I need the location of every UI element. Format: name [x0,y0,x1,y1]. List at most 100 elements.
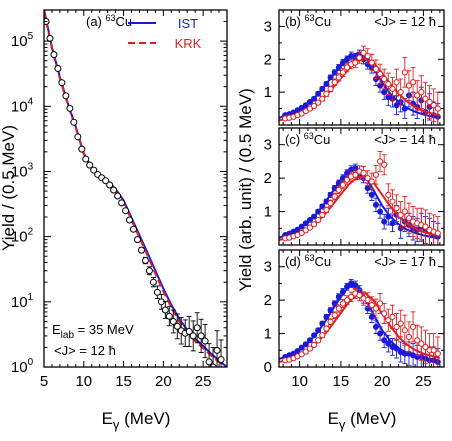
panel-b-krk-data-point [414,92,421,99]
panel-c-krk-data-point [401,208,408,215]
panel-c-spin-annotation: <J> = 14 ħ [374,132,436,147]
panel-c-krk-data-point [343,176,351,183]
panel-b-ist-data-point [319,85,326,92]
panel-d-krk-data-point [331,312,338,319]
panel-a-data-point [145,267,153,275]
panel-b-krk-data-point [356,54,363,61]
right-y-axis-title: Yield (arb. unit) / (0.5 MeV) [236,88,255,291]
panel-a-x-tick-label: 20 [155,373,172,390]
panel-a-data-point [50,51,58,59]
panel-a-y-tick-label: 104 [11,96,34,115]
panel-d-krk-data-point [397,320,404,327]
panel-c-label: (c) 63Cu [285,131,330,147]
panel-b-krk-data-point [368,59,375,66]
panel-b-krk-data-point [393,79,400,86]
panel-d-krk-data-point [343,297,351,304]
panel-a-data-point [153,288,161,296]
panel-d-ist-data-point [377,330,384,337]
y-tick-exponent: 3 [28,161,34,172]
panel-a-data-point [126,216,134,224]
panel-letter: (c) [285,132,304,147]
panel-c-ist-data-point [389,220,396,227]
panel-d-krk-data-point [372,305,380,312]
panel-c-ist-data-point [298,223,305,230]
panel-c-ist-data-point [319,203,326,210]
panel-d-ist-data-point [352,282,359,289]
panel-a-data-point [106,181,114,189]
panel-c-krk-data-point [339,181,347,188]
nucleus-mass: 63 [305,253,315,263]
panel-b-ist-data-point [331,69,338,76]
panel-b-krk-data-point [376,70,384,78]
panel-c-y-tick-label: 1 [264,204,272,221]
y-tick-exponent: 2 [28,227,34,238]
panel-a-data-point [201,337,209,345]
y-tick-exponent: 5 [28,31,34,42]
panel-d-krk-data-point [327,318,334,325]
left-y-axis-title: Yield / (0.5 MeV) [0,125,18,251]
panel-d-krk-data-point [405,333,413,341]
panel-c-krk-data-point [323,206,330,213]
panel-c-ist-data-point [315,208,322,215]
panel-a-data-point [173,322,181,330]
data-layer [44,10,441,367]
panel-c-krk-data-point [360,170,367,177]
panel-d-krk-data-point [385,317,392,324]
panel-a-x-tick-label: 15 [115,373,132,390]
panel-d-krk-data-point [389,313,396,320]
panel-c-krk-data-point [319,211,326,219]
panel-b-krk-data-point [430,102,437,109]
y-tick-base: 10 [11,229,28,246]
panel-a-y-tick-label: 100 [11,357,34,376]
panel-b-krk-data-point [339,69,347,76]
panel-d-ist-data-point [298,344,305,351]
elab-value: = 35 MeV [74,322,134,337]
panel-b-y-tick-label: 1 [264,84,272,101]
nucleus-symbol: Cu [315,14,332,29]
panel-b-krk-data-point [401,69,408,76]
nucleus-symbol: Cu [116,14,133,29]
panel-d-x-tick-label: 25 [415,373,432,390]
panel-d-krk-data-point [409,323,417,330]
panel-a-x-tick-label: 10 [75,373,92,390]
panel-c-krk-data-point [393,205,400,212]
y-tick-exponent: 0 [28,357,34,368]
panel-d-krk-data-point [315,337,322,344]
panel-c-ist-data-point [381,218,388,225]
panel-a-data-point [54,64,62,72]
panel-b-krk-data-point [327,85,334,92]
panel-c-krk-data-point [306,224,314,231]
panel-a-data-point [86,161,94,169]
panel-c-krk-data-point [310,221,318,228]
panel-a-data-point [90,166,98,174]
panel-a-y-tick-label: 102 [11,227,34,246]
panel-c-krk-data-point [381,161,388,168]
panel-b-y-tick-label: 3 [264,18,272,35]
panel-d-krk-data-point [434,350,441,357]
panel-c-krk-data-point [389,198,396,205]
panel-b-krk-data-point [426,98,433,106]
panel-a-data-point [118,199,126,207]
panel-d-ist-data-point [327,307,334,314]
panel-a-data-point [70,118,78,126]
panel-c-krk-data-point [434,230,441,237]
panel-d-x-tick-label: 10 [291,373,308,390]
panel-a-data-point [165,312,173,320]
panel-d-x-tick-label: 15 [333,373,350,390]
panel-c-ist-data-point [302,220,309,227]
panel-c-krk-data-point [368,178,375,185]
panel-d-ist-data-point [323,313,330,320]
panel-a-krk-curve [44,10,227,367]
x-title-unit: (MeV) [119,409,170,428]
x-title-sub: γ [113,417,120,432]
panel-b-krk-data-point [372,66,380,73]
nucleus-mass: 63 [305,13,315,23]
panel-b-krk-data-point [409,79,417,86]
elab-main: E [52,322,61,337]
panel-c-krk-data-point [376,158,384,165]
panel-c-krk-data-point [352,171,359,178]
panel-b-krk-data-point [331,79,338,86]
panel-b-krk-data-point [422,95,429,102]
panel-b-ist-data-point [335,64,342,71]
panel-a-data-point [82,155,90,163]
